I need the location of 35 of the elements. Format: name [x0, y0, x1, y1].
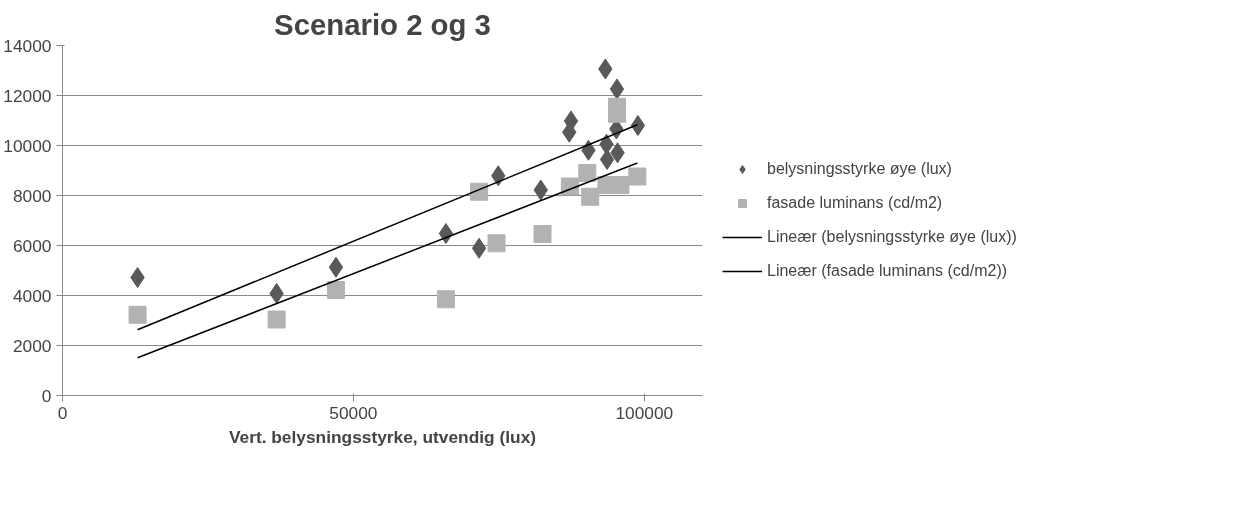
point — [436, 290, 455, 309]
point — [581, 187, 600, 206]
point — [560, 177, 579, 196]
y-tick-label: 8000 — [12, 185, 52, 206]
y-tick-label: 14000 — [3, 35, 52, 56]
x-tick-label: 100000 — [615, 402, 674, 423]
legend-label: belysningsstyrke øye (lux) — [767, 160, 952, 178]
point — [578, 164, 597, 182]
chart-title: Scenario 2 og 3 — [274, 7, 491, 41]
x-tick-label: 0 — [57, 402, 68, 423]
point — [628, 167, 647, 186]
y-tick-label: 0 — [41, 385, 52, 406]
x-tick-label: 50000 — [329, 402, 378, 423]
y-tick-label: 4000 — [12, 285, 52, 306]
point — [609, 78, 625, 100]
point — [599, 149, 615, 170]
point — [326, 281, 345, 299]
point — [630, 115, 646, 136]
point — [267, 310, 286, 329]
point — [533, 225, 552, 243]
legend-label: Lineær (fasade luminans (cd/m2)) — [767, 262, 1008, 280]
y-tick-label: 6000 — [12, 235, 52, 256]
point — [470, 182, 489, 201]
x-axis-title: Vert. belysningsstyrke, utvendig (lux) — [228, 426, 537, 447]
y-tick-label: 12000 — [3, 85, 52, 106]
point — [487, 234, 506, 253]
point — [130, 267, 145, 288]
y-tick-label: 10000 — [3, 135, 52, 156]
legend-label: Lineær (belysningsstyrke øye (lux)) — [767, 228, 1017, 246]
legend-label: fasade luminans (cd/m2) — [767, 194, 943, 212]
point — [269, 283, 284, 304]
point — [471, 237, 487, 259]
y-tick-label: 2000 — [12, 335, 52, 356]
point — [128, 305, 147, 324]
point — [328, 256, 344, 278]
